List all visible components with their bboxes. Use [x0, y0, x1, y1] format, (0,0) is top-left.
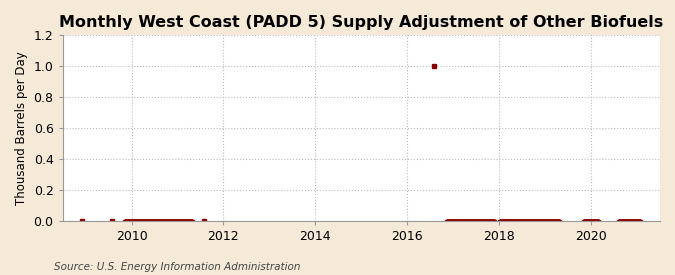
Y-axis label: Thousand Barrels per Day: Thousand Barrels per Day	[15, 51, 28, 205]
Text: Source: U.S. Energy Information Administration: Source: U.S. Energy Information Administ…	[54, 262, 300, 272]
Title: Monthly West Coast (PADD 5) Supply Adjustment of Other Biofuels: Monthly West Coast (PADD 5) Supply Adjus…	[59, 15, 664, 30]
